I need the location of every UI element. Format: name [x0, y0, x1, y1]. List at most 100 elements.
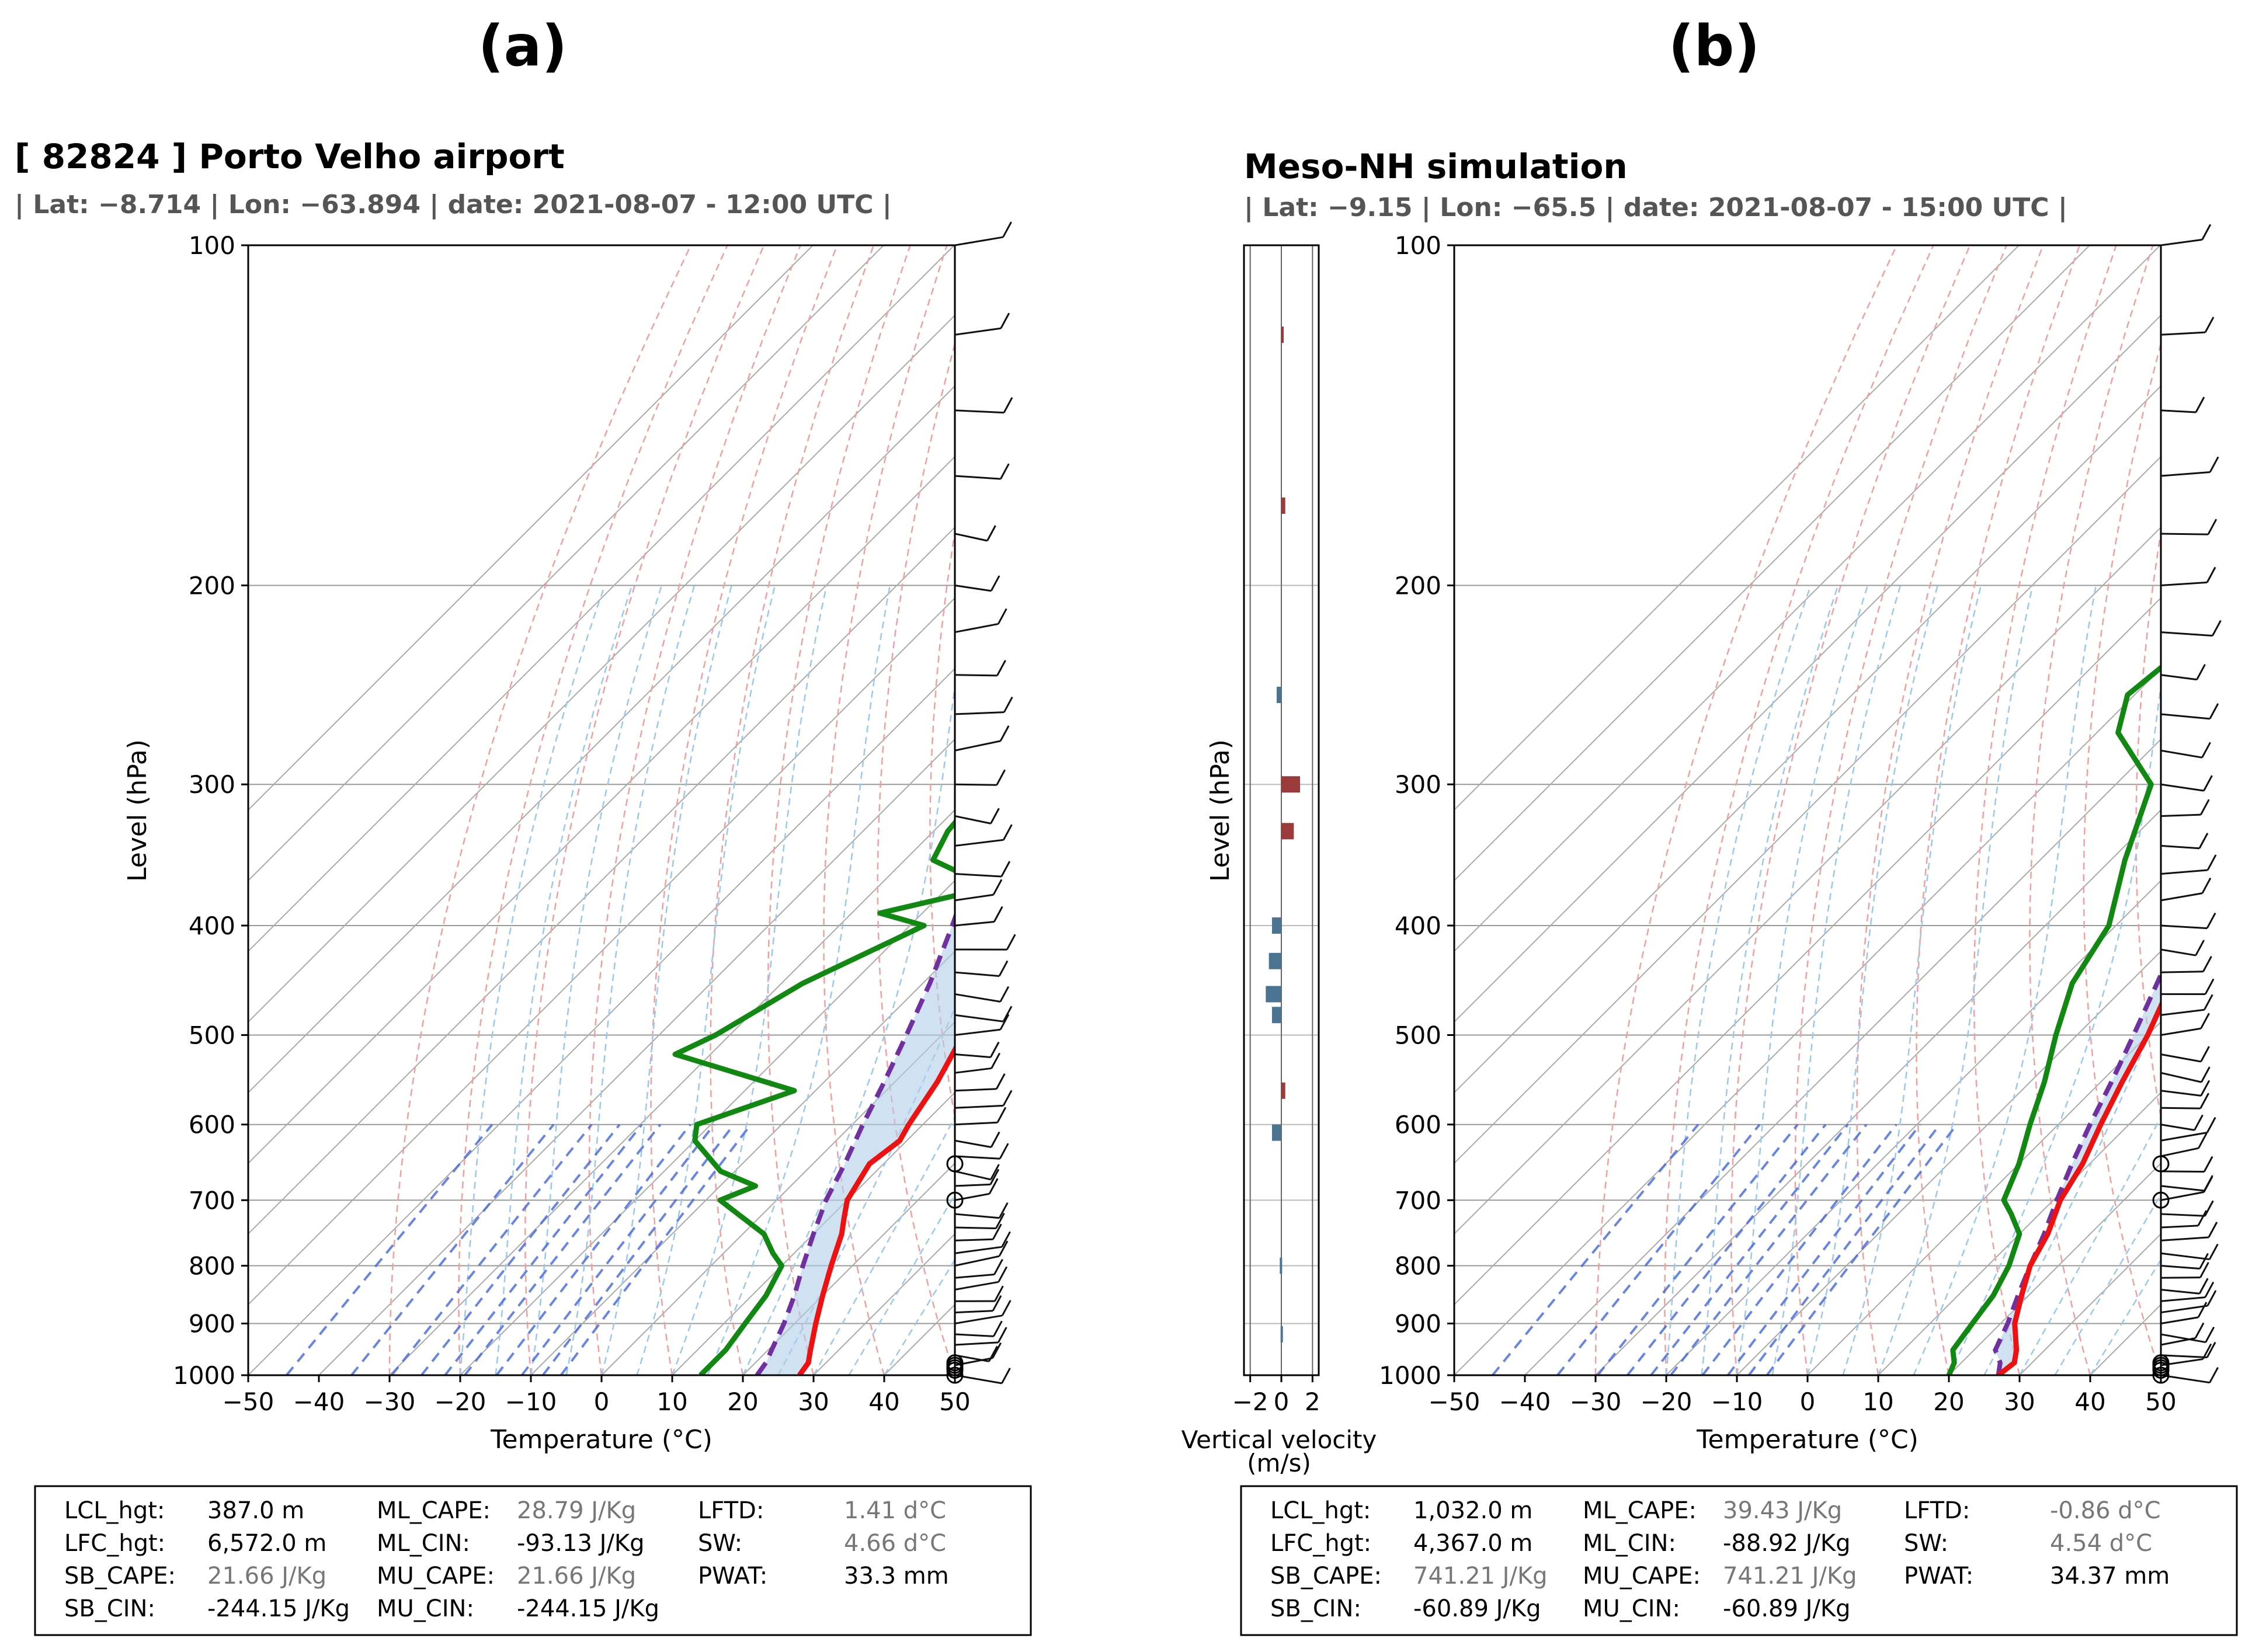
wind-barb: [954, 622, 999, 634]
wind-barb: [954, 1238, 993, 1241]
panel-label-a: (a): [478, 13, 568, 79]
x-tick-label: −40: [1499, 1387, 1551, 1416]
wind-barb-flag: [2207, 519, 2218, 535]
dry-adiabat-line: [1030, 245, 1167, 1375]
index-value: -0.86 d°C: [2050, 1497, 2161, 1524]
wind-barb-flag: [993, 906, 1003, 923]
mixing-ratio-line: [420, 1124, 621, 1375]
wind-barb: [954, 1155, 1000, 1160]
wind-barb-flag: [996, 769, 1006, 786]
index-value: 1,032.0 m: [1413, 1497, 1532, 1524]
y-tick-label: 500: [1395, 1021, 1441, 1050]
isotherm-line: [1454, 314, 2161, 1023]
wind-barb-flag: [995, 1212, 1005, 1229]
moist-adiabat-line: [2089, 1258, 2161, 1375]
wind-barb-flag: [1000, 861, 1011, 877]
wind-barb-flag: [2204, 1175, 2213, 1191]
calm-wind-marker: [946, 1191, 964, 1209]
wind-barb: [954, 1121, 998, 1126]
wind-barb-flag: [2206, 1117, 2216, 1133]
dry-adiabat-line: [1794, 245, 2007, 1375]
wind-barb: [954, 815, 991, 825]
mixing-ratio-line: [1726, 1124, 1921, 1375]
mixing-ratio-line: [464, 1124, 662, 1375]
wind-barb-flag: [1002, 221, 1012, 238]
dry-adiabat-line: [710, 245, 875, 1375]
wind-barb-flag: [2196, 664, 2206, 680]
wind-barb-flag: [2201, 224, 2212, 241]
ww-bar: [1272, 1124, 1281, 1141]
dry-adiabat-line: [1916, 245, 2081, 1375]
dry-adiabat-line: [2135, 527, 2161, 1121]
wind-barb-flag: [997, 608, 1007, 625]
x-tick-label: 0: [594, 1387, 610, 1416]
wind-barb: [2160, 1053, 2201, 1063]
x-tick-label: 0: [1800, 1387, 1816, 1416]
index-label: ML_CAPE:: [377, 1497, 491, 1524]
dry-adiabat-line: [823, 245, 948, 1375]
x-tick-label: 50: [2145, 1387, 2176, 1416]
moist-adiabat-line: [1665, 585, 1812, 1375]
wind-barb: [2160, 1288, 2200, 1295]
calm-wind-marker: [2152, 1366, 2170, 1384]
wind-barb-flag: [2203, 1156, 2213, 1173]
wind-barb: [2160, 1132, 2208, 1142]
ww-bar: [1281, 776, 1300, 793]
wind-barb: [2160, 1090, 2201, 1097]
y-tick-label: 900: [1395, 1309, 1441, 1338]
wind-barb: [954, 1255, 1000, 1267]
wind-barb-flag: [2201, 877, 2212, 894]
isotherm-line: [1454, 597, 2161, 1306]
wind-barb: [954, 1226, 996, 1230]
x-tick-label: 40: [868, 1387, 899, 1416]
wind-barb-flag: [2199, 1093, 2210, 1109]
wind-barb: [954, 740, 1001, 752]
y-tick-label: 400: [1395, 912, 1441, 940]
wind-barb: [954, 872, 1002, 878]
x-tick-label: 20: [1933, 1387, 1964, 1416]
wind-barb: [2160, 471, 2211, 477]
wind-barb: [954, 409, 1005, 414]
wind-barb: [954, 783, 997, 786]
wind-barb-flag: [998, 1240, 1009, 1257]
wind-barb-flag: [2198, 1278, 2209, 1294]
wind-barb-flag: [2204, 1281, 2215, 1298]
ww-bar: [1281, 1082, 1285, 1099]
wind-barb-flag: [986, 525, 996, 541]
temperature-line: [1996, 999, 2161, 1375]
isotherm-line: [2160, 1374, 2161, 1375]
y-tick-label: 800: [1395, 1251, 1441, 1280]
index-label: ML_CAPE:: [1583, 1497, 1697, 1524]
indices-box-b: LCL_hgt: 1,032.0 m LFC_hgt: 4,367.0 m SB_CAP…: [1240, 1485, 2238, 1636]
vertical-velocity-panel: −2 0 2 Vertical velocity (m/s) Level (hPa): [1181, 244, 1377, 1477]
isotherm-line: [954, 1374, 955, 1375]
index-label: PWAT:: [698, 1563, 767, 1590]
moist-adiabat-line: [671, 585, 828, 1375]
x-tick-label: 30: [798, 1387, 829, 1416]
wind-barb-flag: [2212, 620, 2222, 637]
wind-barb: [954, 585, 992, 592]
wind-barb-flag: [990, 808, 1000, 824]
wind-barb: [2160, 581, 2208, 586]
wind-barb: [2160, 1213, 2205, 1217]
wind-barb-flag: [1000, 463, 1010, 479]
y-tick-label: 1000: [173, 1361, 235, 1390]
wind-barb: [2160, 844, 2200, 850]
index-value: 39.43 J/Kg: [1723, 1497, 1842, 1524]
isotherm-line: [248, 245, 884, 882]
wind-barb-flag: [992, 879, 1003, 895]
index-label: SW:: [1904, 1530, 1948, 1557]
wind-barb: [2160, 948, 2196, 957]
isotherm-line: [1736, 950, 2161, 1375]
wind-barb-flag: [1002, 1090, 1013, 1107]
wind-barb-flag: [1002, 1006, 1013, 1022]
x-axis-label-a: Temperature (°C): [490, 1425, 713, 1455]
dewpoint-line: [1946, 664, 2161, 1375]
calm-wind-marker: [946, 1155, 964, 1173]
index-value: 4.54 d°C: [2050, 1530, 2152, 1557]
x-tick-label: −40: [293, 1387, 345, 1416]
isotherm-line: [1454, 455, 2161, 1164]
wind-barb: [954, 1014, 1004, 1022]
wind-barb: [2160, 331, 2206, 336]
y-tick-label: 300: [1395, 770, 1441, 799]
